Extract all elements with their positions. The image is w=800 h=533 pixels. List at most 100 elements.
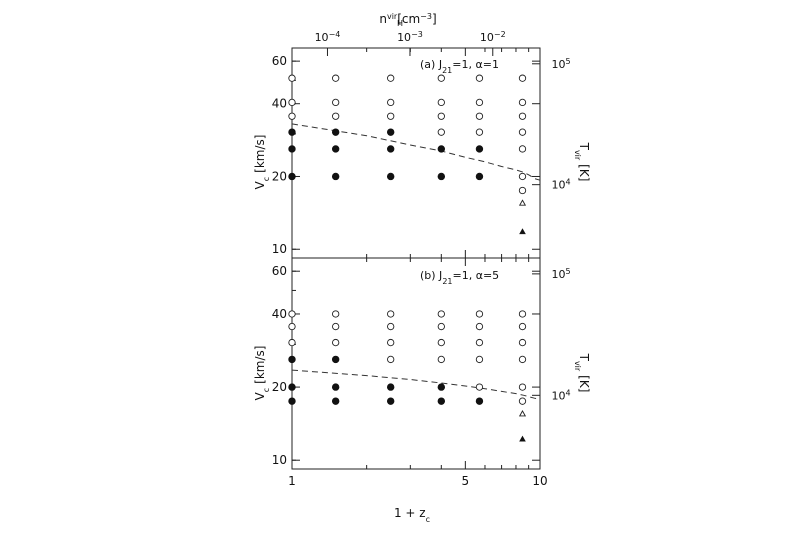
x-axis-label-sub: c xyxy=(426,515,430,524)
top-axis-tick-label: 10−3 xyxy=(397,30,423,45)
panel-a-point-open-circle xyxy=(332,112,340,120)
top-axis-tick-label: 10−4 xyxy=(315,30,341,45)
top-axis-tick-label-base: 10 xyxy=(397,31,411,44)
panel-b-ytick-label: 20 xyxy=(272,380,287,394)
panel-a-ylabel-unit: [km/s] xyxy=(253,135,267,173)
panel-a: (a) J21=1, α=1 Vc [km/s] Tvir [K] 10 20 40 60… xyxy=(253,47,592,259)
panel-b-point-open-circle xyxy=(332,310,340,318)
panel-b-title-sub: 21 xyxy=(442,277,452,286)
panel-b-point-open-circle xyxy=(437,338,445,347)
panel-a-right-tick-label-exp: 5 xyxy=(565,56,570,65)
panel-a-point-filled-circle xyxy=(475,145,484,153)
panel-b-title-rest: =1, α=5 xyxy=(453,269,500,282)
panel-b-point-filled-circle xyxy=(331,397,340,405)
panel-b-ytick-label: 60 xyxy=(272,264,287,278)
panel-b-ytick-label: 40 xyxy=(272,307,287,321)
panel-a-point-open-circle xyxy=(437,128,445,136)
panel-b-point-open-circle xyxy=(518,322,527,331)
top-axis-tick-label-exp: −3 xyxy=(411,30,423,39)
panel-a-point-open-triangle xyxy=(518,199,527,206)
x-tick-label: 1 xyxy=(288,474,296,488)
top-axis-tick-label-exp: −4 xyxy=(329,30,341,39)
svg-text:1 + zc: 1 + zc xyxy=(394,506,430,524)
panel-a-title: (a) J21=1, α=1 xyxy=(420,58,499,75)
panel-a-right-label-main: T xyxy=(577,142,591,151)
panel-a-title-main: (a) J xyxy=(420,58,442,71)
panel-a-point-open-circle xyxy=(475,98,484,107)
panel-a-point-open-circle xyxy=(518,128,527,136)
panel-b-point-open-circle xyxy=(475,338,484,347)
panel-b-title: (b) J21=1, α=5 xyxy=(420,269,499,286)
panel-a-point-open-circle xyxy=(518,74,527,82)
panel-b-point-open-circle xyxy=(475,355,484,364)
panel-a-title-sub: 21 xyxy=(442,66,452,75)
panel-b-ytick-label: 10 xyxy=(272,453,287,467)
panel-b-point-open-circle xyxy=(332,322,340,331)
top-axis-label-unit-exp: −3 xyxy=(420,12,432,21)
x-tick-label: 10 xyxy=(532,474,547,488)
x-axis-label: 1 + zc xyxy=(394,506,430,524)
panel-a-ylabel-main: V xyxy=(253,180,267,189)
panel-a-ylabel-sub: c xyxy=(262,177,271,181)
panel-b-point-open-triangle xyxy=(518,410,527,417)
panel-b-point-open-circle xyxy=(518,338,527,347)
panel-a-point-filled-circle xyxy=(331,145,340,153)
top-axis-label-unit-open: [cm xyxy=(397,12,420,26)
panel-b-point-open-circle xyxy=(475,310,484,318)
panel-a-point-open-circle xyxy=(437,74,445,82)
panel-a-point-open-circle xyxy=(387,112,395,120)
panel-a-frame xyxy=(291,47,541,259)
panel-b-point-open-circle xyxy=(387,322,395,331)
panel-b-frame xyxy=(291,257,541,470)
panel-a-right-tick-label-base: 10 xyxy=(551,58,565,71)
top-axis-label-main: n xyxy=(379,12,387,26)
panel-a-point-filled-circle xyxy=(437,172,446,181)
panel-b-ylabel-unit: [km/s] xyxy=(253,346,267,384)
panel-b-title-main: (b) J xyxy=(420,269,442,282)
panel-b-point-filled-circle xyxy=(437,383,446,391)
panel-a-point-open-circle xyxy=(518,112,527,120)
x-tick-label: 5 xyxy=(462,474,470,488)
panel-b-point-open-circle xyxy=(387,355,395,364)
panel-a-point-filled-triangle xyxy=(519,228,526,235)
panel-a-point-filled-circle xyxy=(331,172,340,181)
panel-b: (b) J21=1, α=5 Vc [km/s] Tvir [K] 10 20 40 60… xyxy=(253,257,591,470)
panel-b-point-open-circle xyxy=(288,338,296,347)
panel-b-ylabel: Vc [km/s] xyxy=(253,346,271,401)
panel-b-point-open-circle xyxy=(437,322,445,331)
panel-b-right-label-main: T xyxy=(577,353,591,362)
panel-a-ytick-label: 20 xyxy=(272,169,287,183)
panel-b-point-open-circle xyxy=(288,322,296,331)
panel-a-right-label-sub: vir xyxy=(574,150,583,161)
panel-b-right-label-unit: [K] xyxy=(577,375,591,392)
panel-a-right-tick-label-exp: 4 xyxy=(565,177,570,186)
panel-b-point-filled-circle xyxy=(288,383,296,391)
panel-a-point-filled-circle xyxy=(437,145,446,153)
panel-b-point-open-circle xyxy=(437,310,445,318)
panel-a-point-open-circle xyxy=(288,112,296,120)
panel-b-point-open-circle xyxy=(518,355,527,364)
panel-a-ytick-label: 60 xyxy=(272,54,287,68)
panel-a-point-open-circle xyxy=(288,74,296,82)
panel-a-point-filled-circle xyxy=(386,145,395,153)
panel-a-title-rest: =1, α=1 xyxy=(452,58,499,71)
panel-b-ylabel-sub: c xyxy=(262,388,271,392)
panel-a-point-open-circle xyxy=(475,128,484,136)
top-axis-tick-label-base: 10 xyxy=(480,31,494,44)
panel-a-right-label: Tvir [K] xyxy=(574,142,592,182)
panel-b-point-open-circle xyxy=(518,397,527,405)
panel-a-point-open-circle xyxy=(332,74,340,82)
panel-a-point-filled-circle xyxy=(386,128,395,136)
panel-b-point-open-circle xyxy=(518,310,527,318)
panel-a-ylabel: Vc [km/s] xyxy=(253,135,271,190)
panel-b-right-tick-label: 105 xyxy=(551,266,570,281)
panel-a-point-filled-circle xyxy=(331,128,340,136)
panel-b-point-open-circle xyxy=(332,338,340,347)
panel-a-point-filled-circle xyxy=(288,145,296,153)
panel-a-point-open-circle xyxy=(437,112,445,120)
panel-a-point-open-circle xyxy=(518,172,527,181)
panel-a-ytick-label: 10 xyxy=(272,242,287,256)
panel-b-point-open-circle xyxy=(387,338,395,347)
panel-a-point-filled-circle xyxy=(288,128,296,136)
panel-a-point-filled-circle xyxy=(386,172,395,181)
